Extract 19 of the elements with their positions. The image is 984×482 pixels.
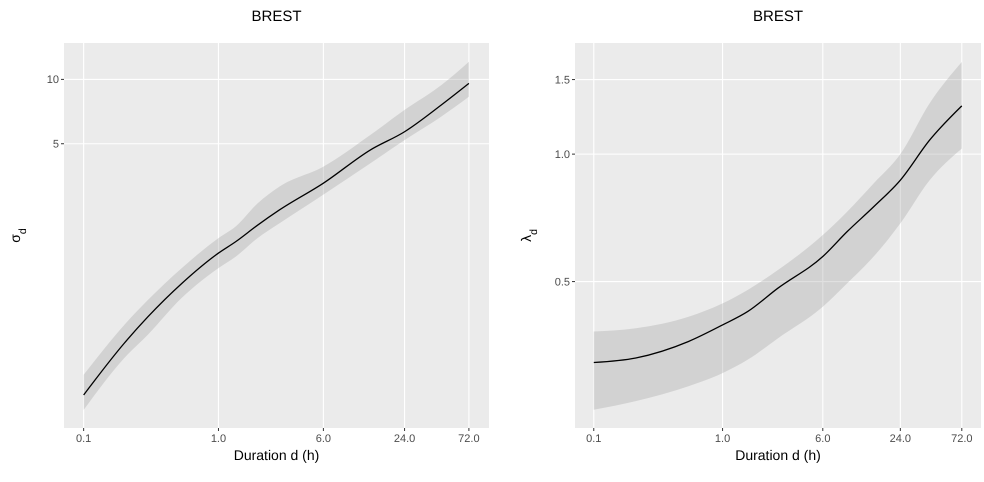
x-tick-label: 72.0 [951,433,972,445]
x-tick-label: 1.0 [714,433,730,445]
x-tick-label: 24.0 [394,433,416,445]
x-tick-label: 6.0 [316,433,332,445]
chart-title: BREST [752,8,804,25]
y-tick-label: 1.5 [554,74,570,86]
y-tick-label: 10 [46,74,59,86]
chart-title: BREST [251,8,302,25]
x-tick-label: 0.1 [76,433,92,445]
y-tick-label: 1.0 [554,148,570,161]
x-tick-label: 0.1 [586,433,602,445]
x-axis-title: Duration d (h) [234,447,320,463]
x-tick-label: 6.0 [815,433,830,445]
y-tick-label: 0.5 [554,276,570,288]
x-axis-title: Duration d (h) [735,447,821,463]
y-tick-label: 5 [52,138,59,151]
x-tick-label: 72.0 [458,433,480,445]
x-tick-label: 24.0 [890,433,912,445]
x-tick-label: 1.0 [210,433,226,445]
